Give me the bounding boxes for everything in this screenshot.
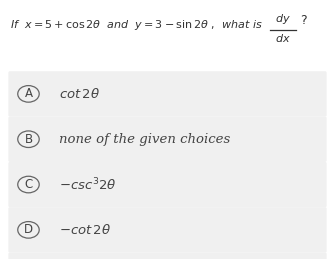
Text: none of the given choices: none of the given choices xyxy=(59,133,230,146)
Text: $-\mathit{csc}^{3}2\theta$: $-\mathit{csc}^{3}2\theta$ xyxy=(59,176,116,193)
Text: B: B xyxy=(24,133,32,146)
Text: $-\mathit{cot}\,2\theta$: $-\mathit{cot}\,2\theta$ xyxy=(59,223,111,237)
Text: $\mathit{cot}\,2\theta$: $\mathit{cot}\,2\theta$ xyxy=(59,87,99,101)
Text: $\it{?}$: $\it{?}$ xyxy=(300,14,308,27)
FancyBboxPatch shape xyxy=(8,71,327,117)
Text: D: D xyxy=(24,223,33,236)
Text: C: C xyxy=(24,178,32,191)
FancyBboxPatch shape xyxy=(8,162,327,207)
FancyBboxPatch shape xyxy=(8,207,327,253)
Text: $\it{dx}$: $\it{dx}$ xyxy=(275,32,291,44)
FancyBboxPatch shape xyxy=(8,253,327,259)
Text: A: A xyxy=(24,87,32,100)
Text: $\it{dy}$: $\it{dy}$ xyxy=(275,12,291,26)
FancyBboxPatch shape xyxy=(8,117,327,162)
Text: $\it{If}$  $x=5+\cos2\theta$  $\it{and}$  $y=3-\sin2\theta$ ,  $\it{what\ is}$: $\it{If}$ $x=5+\cos2\theta$ $\it{and}$ $… xyxy=(10,18,263,32)
